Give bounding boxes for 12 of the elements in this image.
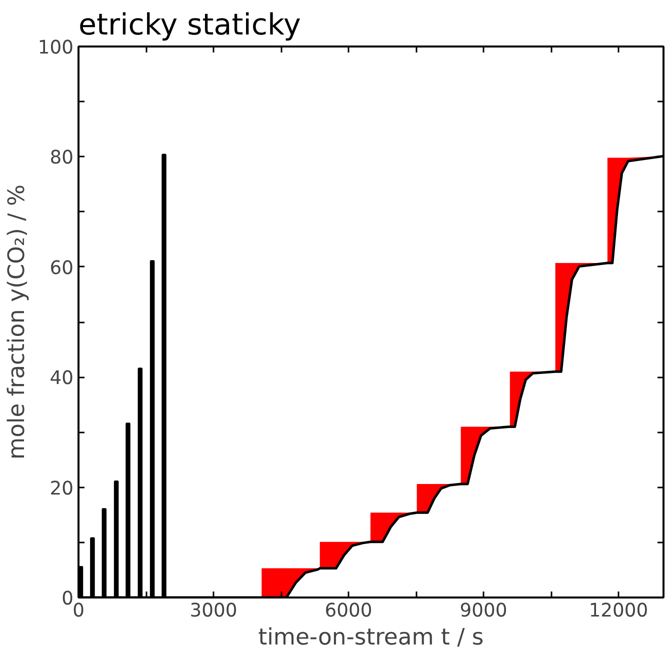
y-tick-label: 40 [50, 368, 74, 390]
x-tick-label: 3000 [190, 600, 238, 622]
x-tick-label: 9000 [460, 600, 508, 622]
x-axis-title: time-on-stream t / s [258, 624, 484, 650]
x-tick-label: 12000 [588, 600, 648, 622]
y-tick-label: 60 [50, 258, 74, 279]
x-tick-label: 6000 [324, 600, 372, 622]
y-axis-title: mole fraction y(CO₂) / % [4, 184, 30, 460]
y-tick-label: 100 [38, 38, 74, 58]
y-tick-label: 20 [50, 478, 74, 500]
chart-title: etricky staticky [78, 8, 301, 42]
y-tick-label: 80 [50, 148, 74, 169]
